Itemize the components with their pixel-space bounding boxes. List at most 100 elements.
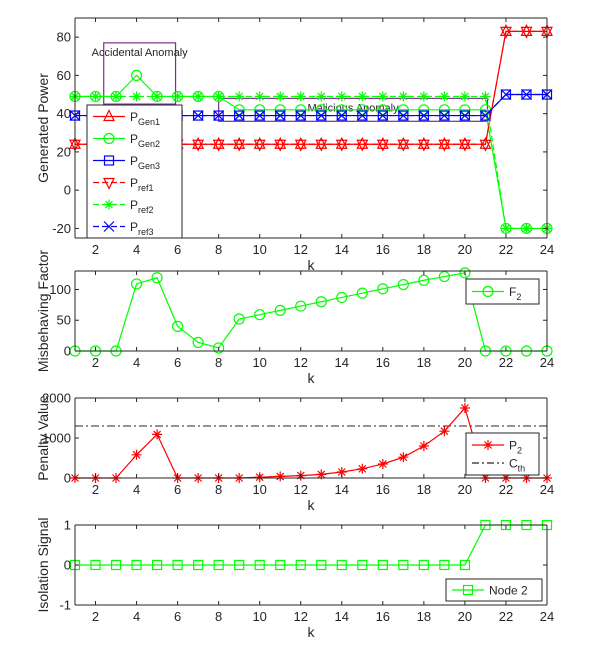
data-point bbox=[357, 91, 368, 102]
data-point bbox=[193, 559, 204, 571]
data-point bbox=[130, 278, 143, 290]
data-point bbox=[131, 449, 142, 460]
y-tick-label: 80 bbox=[57, 30, 71, 45]
data-point bbox=[480, 91, 491, 102]
data-point bbox=[90, 91, 101, 102]
data-point bbox=[294, 139, 307, 152]
x-axis-label: k bbox=[308, 497, 316, 513]
x-tick-label: 8 bbox=[215, 609, 222, 624]
legend-entry-label: Pref2 bbox=[130, 198, 154, 215]
legend-entry-label: PGen3 bbox=[130, 154, 160, 171]
data-point bbox=[377, 91, 388, 102]
x-tick-label: 10 bbox=[252, 609, 266, 624]
x-axis-label: k bbox=[308, 257, 316, 273]
data-point bbox=[439, 426, 450, 437]
data-point bbox=[397, 139, 410, 152]
data-point bbox=[275, 559, 286, 571]
data-point bbox=[234, 91, 245, 102]
x-tick-label: 4 bbox=[133, 355, 140, 370]
data-point bbox=[336, 110, 348, 121]
data-point bbox=[336, 91, 347, 102]
data-point bbox=[459, 403, 470, 413]
data-point bbox=[274, 110, 286, 121]
x-tick-label: 4 bbox=[133, 482, 140, 497]
data-point bbox=[458, 136, 471, 149]
data-point bbox=[212, 139, 225, 152]
x-tick-label: 16 bbox=[376, 355, 390, 370]
data-point bbox=[397, 278, 409, 291]
data-point bbox=[193, 91, 204, 102]
data-point bbox=[357, 463, 368, 474]
x-tick-label: 18 bbox=[417, 609, 431, 624]
legend: PGen1 PGen2 PGen3 Pref1 Pref2 Pref3 bbox=[86, 104, 183, 239]
legend-entry-label: Cth bbox=[509, 457, 525, 474]
data-point bbox=[418, 110, 430, 121]
data-point bbox=[438, 110, 450, 121]
data-point bbox=[315, 136, 328, 149]
legend: Node 2 bbox=[445, 578, 543, 602]
x-tick-label: 24 bbox=[540, 355, 554, 370]
legend-entry-label: PGen2 bbox=[130, 132, 160, 149]
x-tick-label: 12 bbox=[294, 242, 308, 257]
series-line-Node-2 bbox=[75, 524, 547, 566]
x-tick-label: 18 bbox=[417, 355, 431, 370]
data-point bbox=[295, 300, 307, 312]
data-point bbox=[253, 139, 266, 152]
x-tick-label: 12 bbox=[294, 609, 308, 624]
series-line-P-ref2 bbox=[75, 95, 547, 230]
data-point bbox=[520, 24, 533, 36]
legend-box bbox=[465, 432, 540, 476]
data-point bbox=[398, 452, 409, 463]
legend-entry-label: Node 2 bbox=[489, 584, 528, 598]
legend-marker bbox=[103, 221, 115, 232]
annotation-box-1 bbox=[103, 42, 177, 105]
x-tick-label: 24 bbox=[540, 609, 554, 624]
data-point bbox=[356, 110, 368, 121]
data-point bbox=[335, 136, 348, 149]
x-tick-label: 2 bbox=[92, 242, 99, 257]
data-point bbox=[500, 223, 511, 234]
y-tick-label: 2000 bbox=[42, 391, 71, 406]
y-tick-label: 1 bbox=[64, 518, 71, 533]
x-tick-label: 4 bbox=[133, 609, 140, 624]
data-point bbox=[130, 69, 143, 81]
data-point bbox=[397, 110, 409, 121]
data-point bbox=[152, 429, 163, 440]
data-point bbox=[315, 296, 327, 308]
x-tick-label: 2 bbox=[92, 482, 99, 497]
data-point bbox=[376, 136, 389, 149]
data-point bbox=[418, 559, 429, 571]
data-point bbox=[172, 91, 183, 102]
legend-entry-label: F2 bbox=[509, 285, 521, 302]
x-tick-label: 22 bbox=[499, 242, 513, 257]
y-tick-label: 0 bbox=[64, 183, 71, 198]
x-tick-label: 10 bbox=[252, 482, 266, 497]
data-point bbox=[335, 139, 348, 152]
data-point bbox=[192, 136, 205, 149]
legend-entry-label: PGen1 bbox=[130, 110, 160, 127]
data-point bbox=[459, 559, 471, 571]
data-point bbox=[275, 471, 286, 482]
data-point bbox=[377, 110, 389, 121]
x-tick-label: 24 bbox=[540, 482, 554, 497]
data-point bbox=[439, 91, 450, 102]
y-tick-label: -1 bbox=[59, 598, 71, 613]
x-tick-label: 20 bbox=[458, 355, 472, 370]
data-point bbox=[254, 110, 266, 121]
x-tick-label: 16 bbox=[376, 242, 390, 257]
data-point bbox=[438, 270, 450, 283]
y-axis-label: Generated Power bbox=[35, 73, 51, 183]
data-point bbox=[213, 342, 225, 354]
data-point bbox=[377, 559, 388, 571]
data-point bbox=[418, 274, 430, 286]
data-point bbox=[417, 139, 430, 152]
y-axis-label: Penalty Value bbox=[35, 395, 51, 481]
data-point bbox=[377, 110, 388, 121]
data-point bbox=[110, 559, 122, 571]
x-tick-label: 18 bbox=[417, 482, 431, 497]
x-tick-label: 2 bbox=[92, 609, 99, 624]
